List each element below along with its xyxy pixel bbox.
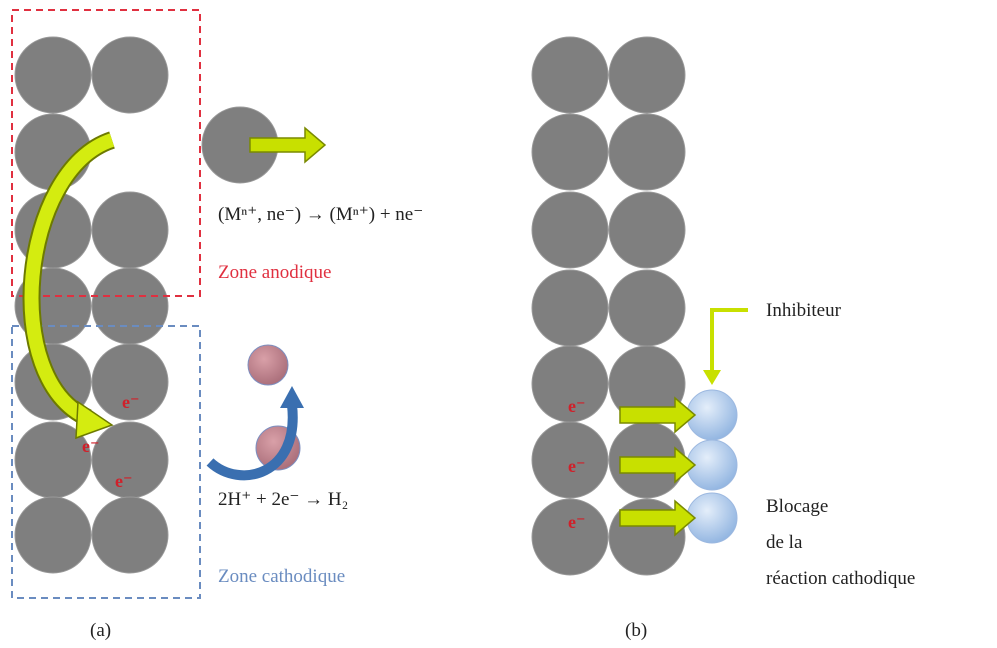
panel-label: (a) (90, 620, 111, 641)
inhibitor-pointer (712, 310, 748, 372)
electron-label: e⁻ (122, 392, 140, 412)
anodic-reaction: (Mⁿ⁺, ne⁻) → (Mⁿ⁺) + ne⁻ (218, 204, 423, 225)
metal-atom (15, 37, 91, 113)
metal-atom (532, 37, 608, 113)
metal-atom (92, 192, 168, 268)
cathodic-reaction: 2H⁺ + 2e⁻ → H₂ (218, 489, 348, 510)
metal-atom (609, 37, 685, 113)
cathodic-zone-label: Zone cathodique (218, 566, 345, 587)
electron-label: e⁻ (568, 512, 586, 532)
metal-atom (15, 497, 91, 573)
blocking-text: Blocage (766, 496, 828, 517)
diagram: e⁻ e⁻ e⁻ (Mⁿ⁺, ne⁻) → (Mⁿ⁺) + ne⁻ Zone a… (0, 0, 997, 648)
metal-atom (609, 192, 685, 268)
blocking-text: réaction cathodique (766, 568, 915, 589)
electron-label: e⁻ (568, 396, 586, 416)
anodic-zone-label: Zone anodique (218, 262, 331, 283)
reduction-arrow-head (280, 386, 304, 408)
blocking-text: de la (766, 532, 803, 553)
panel-label: (b) (625, 620, 647, 641)
inhibitor-pointer-head (703, 370, 721, 385)
metal-atom (92, 497, 168, 573)
electron-label: e⁻ (115, 471, 133, 491)
metal-atom (532, 270, 608, 346)
metal-atoms (15, 37, 685, 575)
hydrogen-atom (248, 345, 288, 385)
inhibitor-label: Inhibiteur (766, 300, 842, 321)
metal-atom (532, 499, 608, 575)
metal-atom (532, 114, 608, 190)
metal-atom (609, 270, 685, 346)
metal-atom (532, 192, 608, 268)
metal-atom (609, 114, 685, 190)
electron-label: e⁻ (82, 436, 100, 456)
metal-atom (92, 268, 168, 344)
inhibitor-molecules (620, 390, 737, 543)
electron-label: e⁻ (568, 456, 586, 476)
metal-atom (92, 37, 168, 113)
